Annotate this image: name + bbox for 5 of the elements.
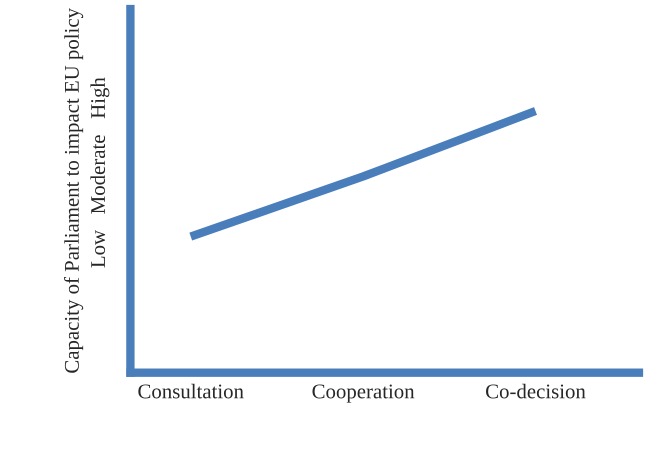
x-tick-label: Cooperation: [312, 384, 414, 403]
x-tick-label: Consultation: [138, 384, 244, 398]
text: Low Moderate High: [90, 77, 110, 268]
x-tick-label: Co-decision: [486, 384, 586, 398]
y-axis-title: Capacity of Parliament to impact EU policy: [64, 8, 84, 373]
